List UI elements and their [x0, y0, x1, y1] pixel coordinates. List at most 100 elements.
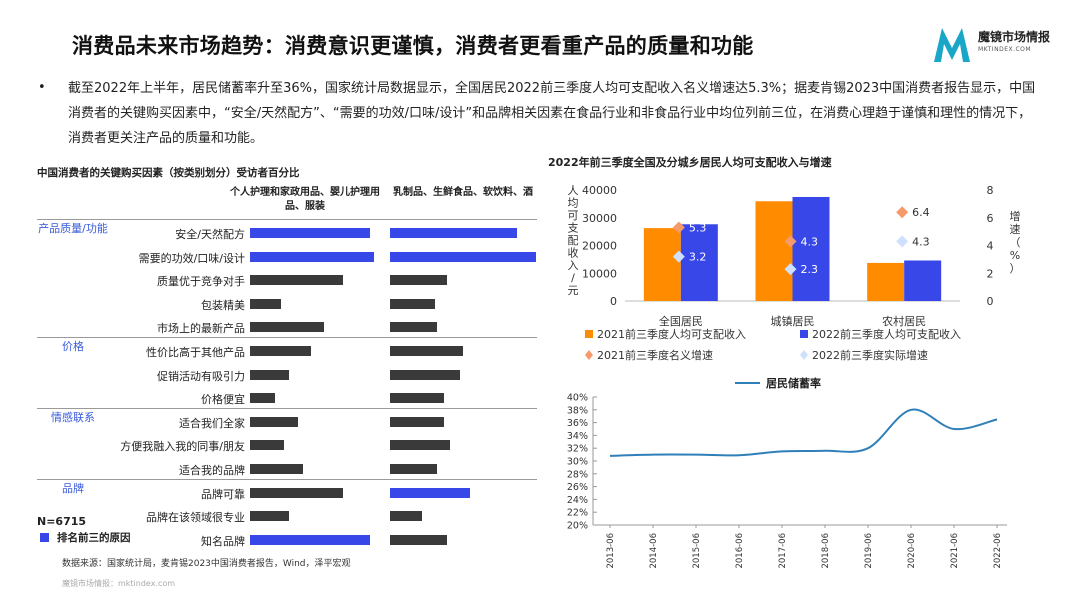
factor-label: 安全/天然配方 — [175, 228, 245, 241]
factor-bar-food — [390, 464, 437, 474]
income-right-ylabel-char: 速 — [1010, 223, 1021, 236]
savings-x-tick: 2016-06 — [735, 533, 745, 569]
income-legend-label: 2022前三季度实际增速 — [812, 348, 928, 362]
factor-label: 适合我们全家 — [179, 416, 245, 430]
savings-rate-chart: 20% 22% 24% 26% 28%30% 32% 34% 36% 38%40% 2013-06… — [567, 376, 1007, 569]
factor-bar-nonfood — [250, 369, 290, 380]
factor-bar-food — [390, 346, 463, 356]
series-header-nonfood: 个人护理和家政用品、婴儿护理用品、服装 — [230, 187, 380, 212]
logo-subtitle: MKTINDEX.COM — [978, 46, 1032, 53]
income-legend-swatch — [800, 330, 808, 338]
factor-bar-nonfood — [250, 416, 299, 427]
income-left-tick: 0 — [610, 295, 617, 308]
income-left-ylabel-char: / — [571, 272, 575, 285]
factor-bar-nonfood — [250, 275, 344, 286]
sample-size-note: N=6715 — [37, 515, 87, 528]
growth-marker-real — [896, 235, 909, 248]
factor-bar-nonfood — [250, 298, 281, 309]
factor-label: 市场上的最新产品 — [157, 322, 245, 336]
savings-x-tick: 2019-06 — [864, 533, 874, 569]
factor-label: 价格便宜 — [201, 393, 245, 407]
income-left-tick: 20000 — [582, 240, 617, 253]
top3-legend-swatch — [40, 533, 49, 542]
income-legend-label: 2021前三季度人均可支配收入 — [597, 327, 746, 341]
factor-bar-nonfood — [250, 251, 375, 262]
factor-label: 方便我融入我的同事/朋友 — [120, 440, 245, 454]
income-bar-2022 — [792, 196, 830, 301]
savings-x-tick: 2015-06 — [692, 533, 702, 569]
income-chart: 0 10000 20000 30000 40000 0 2 4 6 8 人均可支配收入/元 增速（%）… — [568, 184, 1021, 362]
intro-paragraph: 截至2022年上半年，居民储蓄率升至36%，国家统计局数据显示，全国居民2022… — [68, 81, 1036, 146]
savings-y-tick: 24% — [567, 495, 588, 506]
bullet-mark: • — [38, 80, 46, 95]
factor-bar-nonfood — [250, 228, 370, 238]
factor-bar-nonfood — [250, 511, 290, 522]
factor-bar-nonfood — [250, 440, 284, 451]
growth-marker-nominal — [896, 206, 909, 219]
income-bar-2021 — [643, 228, 681, 301]
savings-x-tick: 2022-06 — [993, 533, 1003, 569]
factor-bar-food — [390, 416, 445, 427]
income-category-label: 全国居民 — [659, 314, 703, 328]
income-right-tick: 8 — [987, 184, 994, 197]
income-left-ylabel-char: 可 — [568, 209, 579, 222]
factor-label: 知名品牌 — [201, 534, 245, 548]
savings-legend-label: 居民储蓄率 — [766, 376, 821, 390]
footer-watermark: 魔镜市场情报：mktindex.com — [62, 579, 176, 588]
savings-x-tick: 2020-06 — [907, 533, 917, 569]
factor-bar-food — [390, 298, 436, 309]
factor-bar-nonfood — [250, 346, 312, 356]
data-source: 数据来源：国家统计局，麦肯锡2023中国消费者报告，Wind，泽平宏观 — [62, 559, 351, 569]
group-divider — [37, 407, 537, 409]
factor-label: 品牌可靠 — [201, 487, 245, 501]
logo-mark — [934, 28, 970, 62]
income-right-tick: 2 — [987, 267, 994, 280]
factor-group-label: 情感联系 — [51, 410, 95, 424]
logo-name: 魔镜市场情报 — [978, 30, 1051, 44]
income-right-ylabel-char: % — [1010, 249, 1020, 262]
factor-label: 品牌在该领域很专业 — [146, 511, 245, 525]
brand-logo — [934, 28, 970, 62]
savings-y-tick: 22% — [567, 508, 588, 519]
factor-label: 适合我的品牌 — [179, 464, 245, 477]
income-right-tick: 0 — [987, 295, 994, 308]
income-legend-swatch — [800, 350, 808, 360]
series-header-food: 乳制品、生鲜食品、软饮料、酒 — [393, 187, 533, 198]
savings-y-tick: 38% — [567, 405, 588, 416]
factor-label: 需要的功效/口味/设计 — [138, 251, 245, 265]
savings-y-tick: 36% — [567, 418, 588, 429]
savings-x-tick: 2021-06 — [950, 533, 960, 569]
factor-label: 促销活动有吸引力 — [157, 369, 245, 383]
income-right-ylabel-char: （ — [1010, 236, 1021, 249]
income-left-ylabel-char: 支 — [568, 222, 579, 235]
savings-x-tick: 2013-06 — [606, 533, 616, 569]
savings-y-tick: 28% — [567, 469, 588, 480]
savings-y-tick: 30% — [567, 457, 588, 468]
income-left-ylabel-char: 收 — [568, 246, 579, 260]
savings-x-tick: 2018-06 — [821, 533, 831, 569]
factor-bar-food — [390, 228, 518, 238]
growth-marker-real — [784, 263, 797, 276]
growth-marker-nominal — [672, 221, 685, 234]
growth-value-label: 2.3 — [801, 263, 819, 276]
income-legend-label: 2022前三季度人均可支配收入 — [812, 327, 961, 341]
income-legend-swatch — [585, 330, 593, 338]
income-left-ylabel-char: 配 — [568, 234, 579, 247]
group-divider — [37, 478, 537, 480]
purchase-factors-chart — [0, 0, 1, 1]
factor-bar-food — [390, 322, 437, 333]
factor-bar-nonfood — [250, 464, 303, 474]
group-divider — [37, 219, 537, 220]
income-left-ylabel-char: 人 — [568, 184, 579, 197]
factor-label: 性价比高于其他产品 — [146, 346, 245, 359]
income-right-ylabel-char: 增 — [1010, 209, 1021, 223]
income-category-label: 农村居民 — [882, 314, 926, 328]
factor-label: 质量优于竞争对手 — [157, 275, 245, 289]
factor-bar-nonfood — [250, 487, 344, 498]
income-left-ylabel-char: 元 — [568, 284, 579, 297]
income-legend-swatch — [585, 350, 593, 360]
growth-value-label: 4.3 — [912, 235, 930, 248]
factor-bar-food — [390, 369, 461, 380]
factor-label: 包装精美 — [201, 298, 245, 312]
savings-x-tick: 2014-06 — [649, 533, 659, 569]
